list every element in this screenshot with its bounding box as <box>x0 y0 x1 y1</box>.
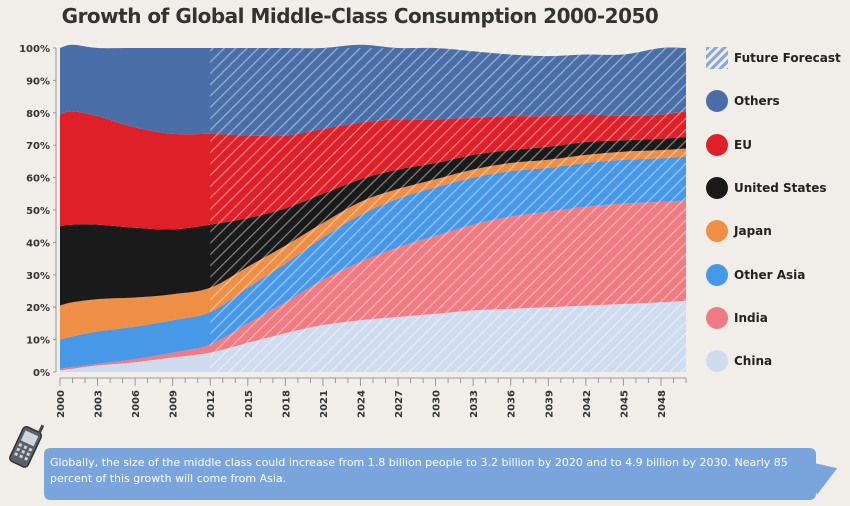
legend-swatch <box>706 220 728 243</box>
legend-item: Other Asia <box>706 263 805 287</box>
x-tick-label: 2015 <box>244 390 255 418</box>
legend-swatch <box>706 263 728 286</box>
legend-label: Others <box>734 94 780 109</box>
forecast-hatch-overlay <box>210 48 687 372</box>
x-tick-label: 2009 <box>169 390 180 418</box>
x-tick-label: 2027 <box>394 390 405 418</box>
legend-item: Japan <box>706 219 772 243</box>
legend-label: China <box>734 354 773 369</box>
x-tick-label: 2000 <box>56 390 67 418</box>
legend-label: EU <box>734 137 752 152</box>
x-tick-label: 2048 <box>657 390 668 418</box>
legend-swatch <box>706 176 728 199</box>
x-tick-label: 2003 <box>94 390 105 418</box>
y-tick-label: 10% <box>26 336 50 347</box>
legend-item: Others <box>706 89 780 113</box>
x-tick-label: 2036 <box>507 390 518 418</box>
legend-swatch <box>706 350 728 373</box>
footnote-callout <box>44 448 816 500</box>
x-tick-label: 2042 <box>582 390 593 418</box>
x-tick-label: 2012 <box>206 390 217 418</box>
y-tick-label: 100% <box>19 44 50 55</box>
y-tick-label: 30% <box>26 271 50 282</box>
legend-item: China <box>706 349 772 373</box>
x-tick-label: 2006 <box>131 390 142 418</box>
y-tick-label: 40% <box>26 238 50 249</box>
legend-swatch <box>706 133 728 156</box>
legend-label: Future Forecast <box>734 51 841 65</box>
x-tick-label: 2039 <box>544 390 555 418</box>
y-tick-label: 80% <box>26 109 50 120</box>
legend-item: EU <box>706 133 752 157</box>
legend-item: Future Forecast <box>706 46 841 70</box>
footnote-text: Globally, the size of the middle class c… <box>50 456 788 485</box>
legend-swatch <box>706 90 728 113</box>
legend-label: Japan <box>734 224 772 239</box>
y-tick-label: 50% <box>26 206 50 217</box>
x-tick-label: 2024 <box>356 390 367 418</box>
legend-swatch <box>706 306 728 329</box>
y-tick-label: 90% <box>26 76 50 87</box>
chart-title: Growth of Global Middle-Class Consumptio… <box>61 4 659 28</box>
phone-icon <box>9 424 45 468</box>
legend-item: India <box>706 306 768 330</box>
x-tick-label: 2033 <box>469 390 480 418</box>
hatch-swatch-icon <box>706 47 728 69</box>
axes: 0% 10% 20% 30% 40% 50% 60% 70% 80% 90% 100% 2000 200… <box>19 44 687 418</box>
x-tick-label: 2045 <box>619 390 630 418</box>
x-tick-label: 2018 <box>281 390 292 418</box>
y-tick-label: 0% <box>33 368 50 379</box>
legend-label: United States <box>734 180 827 195</box>
y-tick-label: 20% <box>26 303 50 314</box>
y-tick-label: 70% <box>26 141 50 152</box>
y-tick-label: 60% <box>26 174 50 185</box>
x-tick-label: 2021 <box>319 390 330 418</box>
legend-label: Other Asia <box>734 267 806 282</box>
legend-item: United States <box>706 176 827 200</box>
x-tick-label: 2030 <box>432 390 443 418</box>
legend-label: India <box>734 310 768 325</box>
